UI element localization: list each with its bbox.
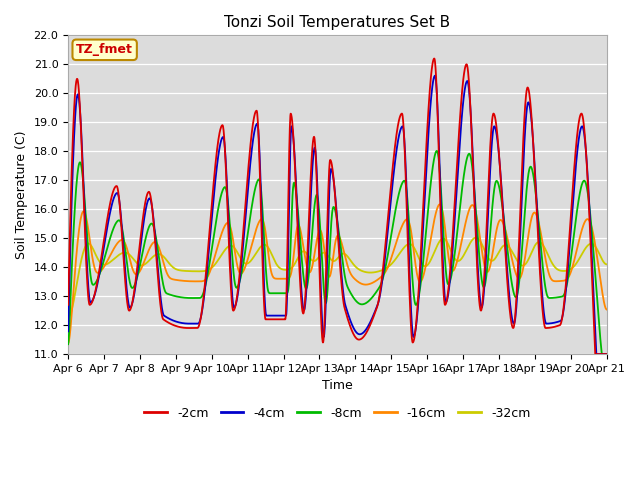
-4cm — [326, 174, 334, 180]
-8cm — [92, 280, 99, 286]
-4cm — [593, 351, 600, 357]
-8cm — [433, 148, 441, 154]
-32cm — [603, 262, 611, 267]
-2cm — [326, 157, 334, 163]
-16cm — [64, 340, 72, 346]
-8cm — [488, 204, 496, 209]
-32cm — [326, 255, 334, 261]
-16cm — [326, 273, 334, 279]
-4cm — [488, 134, 496, 140]
-8cm — [326, 243, 334, 249]
-8cm — [64, 341, 72, 347]
Legend: -2cm, -4cm, -8cm, -16cm, -32cm: -2cm, -4cm, -8cm, -16cm, -32cm — [140, 402, 535, 425]
Line: -4cm: -4cm — [68, 76, 607, 354]
Line: -16cm: -16cm — [68, 204, 607, 343]
-8cm — [588, 222, 595, 228]
X-axis label: Time: Time — [322, 379, 353, 392]
-32cm — [92, 252, 99, 257]
-2cm — [603, 351, 611, 357]
Line: -2cm: -2cm — [68, 59, 607, 354]
-8cm — [603, 351, 611, 357]
-16cm — [312, 244, 319, 250]
-2cm — [92, 287, 99, 293]
-16cm — [488, 252, 496, 257]
-2cm — [587, 249, 595, 254]
-2cm — [588, 255, 595, 261]
-32cm — [64, 314, 72, 320]
-8cm — [312, 195, 319, 201]
Y-axis label: Soil Temperature (C): Soil Temperature (C) — [15, 131, 28, 259]
-16cm — [92, 268, 99, 274]
-8cm — [587, 219, 595, 225]
-4cm — [587, 235, 595, 241]
-4cm — [431, 73, 439, 79]
Text: TZ_fmet: TZ_fmet — [76, 43, 133, 56]
Title: Tonzi Soil Temperatures Set B: Tonzi Soil Temperatures Set B — [224, 15, 451, 30]
-4cm — [312, 150, 319, 156]
-32cm — [587, 241, 595, 247]
-32cm — [588, 241, 595, 247]
-2cm — [64, 302, 72, 308]
-16cm — [587, 222, 595, 228]
-2cm — [430, 56, 438, 61]
-32cm — [312, 258, 319, 264]
-2cm — [488, 115, 496, 121]
-32cm — [488, 258, 496, 264]
-8cm — [598, 351, 606, 357]
-16cm — [603, 307, 611, 312]
-4cm — [588, 241, 595, 247]
-16cm — [436, 202, 444, 207]
-2cm — [312, 152, 319, 158]
Line: -8cm: -8cm — [68, 151, 607, 354]
-4cm — [603, 351, 611, 357]
-2cm — [591, 351, 599, 357]
-4cm — [64, 328, 72, 334]
-32cm — [472, 235, 480, 240]
Line: -32cm: -32cm — [68, 238, 607, 317]
-16cm — [588, 223, 595, 228]
-4cm — [92, 288, 99, 294]
